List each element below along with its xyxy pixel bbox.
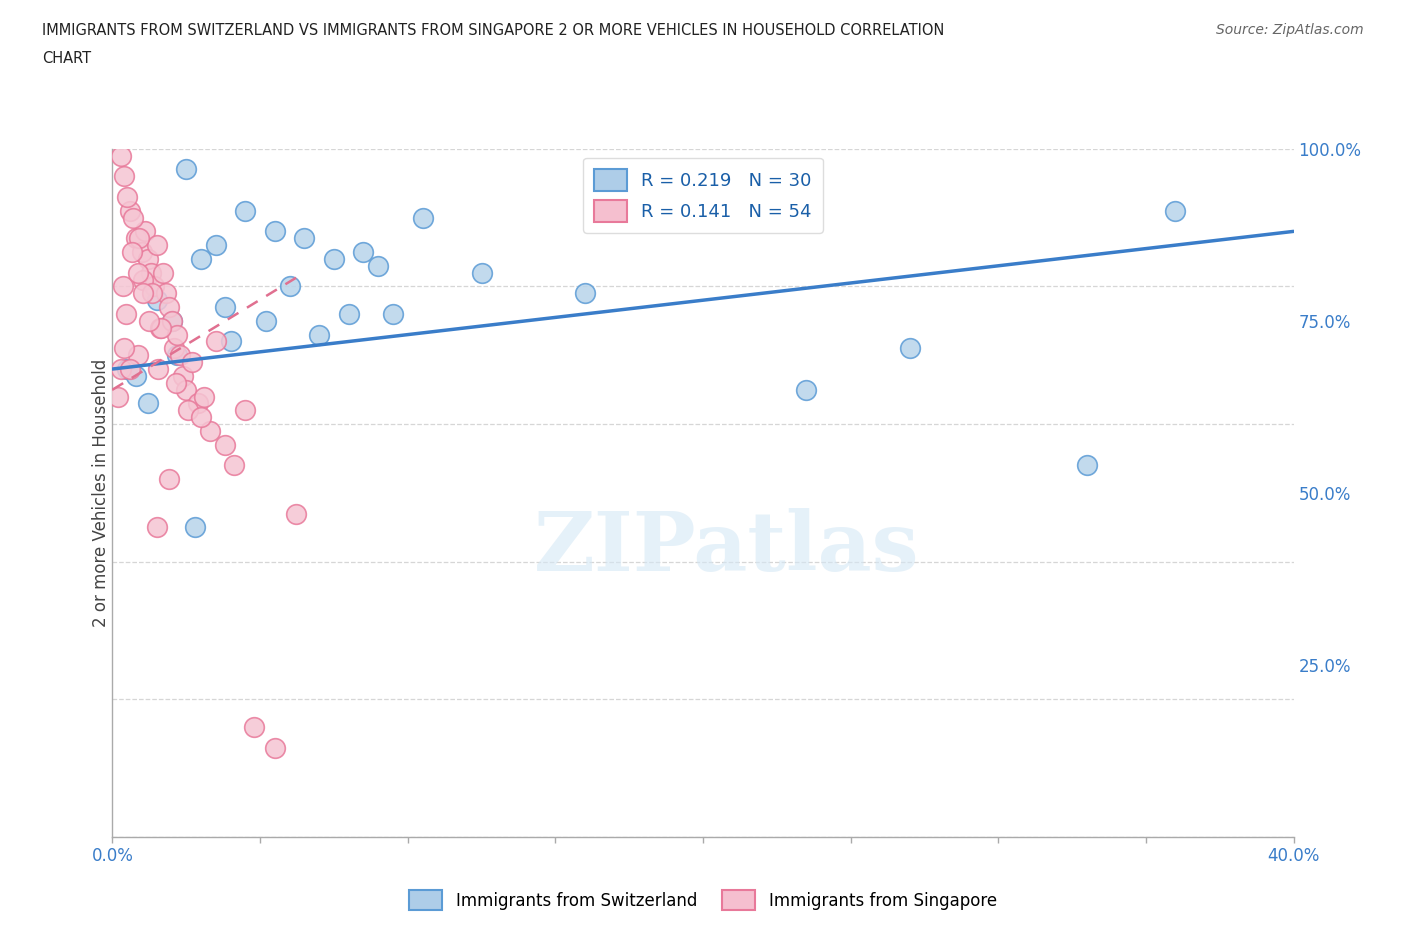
Point <box>142 279 165 294</box>
Point <box>146 293 169 308</box>
Point <box>190 251 212 266</box>
Point <box>163 341 186 356</box>
Point <box>166 348 188 363</box>
Point <box>166 327 188 342</box>
Point <box>1076 458 1098 472</box>
Legend: Immigrants from Switzerland, Immigrants from Singapore: Immigrants from Switzerland, Immigrants … <box>402 884 1004 917</box>
Point <box>219 334 242 349</box>
Point <box>157 299 180 314</box>
Point <box>177 403 200 418</box>
Point <box>172 368 194 383</box>
Text: IMMIGRANTS FROM SWITZERLAND VS IMMIGRANTS FROM SINGAPORE 2 OR MORE VEHICLES IN H: IMMIGRANTS FROM SWITZERLAND VS IMMIGRANT… <box>42 23 945 38</box>
Point <box>160 313 183 328</box>
Point <box>134 224 156 239</box>
Point <box>165 376 187 391</box>
Point <box>127 348 149 363</box>
Point <box>149 320 172 335</box>
Point <box>323 251 346 266</box>
Point <box>574 286 596 300</box>
Point <box>146 238 169 253</box>
Point <box>174 162 197 177</box>
Point <box>292 231 315 246</box>
Point <box>1164 204 1187 219</box>
Point <box>214 299 236 314</box>
Point <box>117 362 138 377</box>
Point <box>111 279 134 294</box>
Point <box>141 286 163 300</box>
Point <box>187 396 209 411</box>
Point <box>138 313 160 328</box>
Point <box>284 506 307 521</box>
Point <box>136 396 159 411</box>
Point <box>157 472 180 486</box>
Point <box>117 190 138 205</box>
Point <box>181 354 204 369</box>
Point <box>146 520 169 535</box>
Point <box>148 362 170 377</box>
Point <box>470 265 494 280</box>
Point <box>150 320 173 335</box>
Point <box>898 341 921 356</box>
Point <box>139 265 162 280</box>
Point <box>308 327 330 342</box>
Point <box>264 740 287 755</box>
Point <box>110 148 132 163</box>
Point <box>198 423 221 438</box>
Point <box>243 720 266 735</box>
Point <box>118 362 141 377</box>
Point <box>122 210 145 225</box>
Point <box>412 210 434 225</box>
Point <box>190 410 212 425</box>
Point <box>205 334 228 349</box>
Point <box>233 204 256 219</box>
Point <box>214 437 236 452</box>
Point <box>367 259 389 273</box>
Point <box>121 245 143 259</box>
Point <box>796 382 818 397</box>
Point <box>136 251 159 266</box>
Point <box>125 368 148 383</box>
Point <box>110 362 132 377</box>
Point <box>152 265 174 280</box>
Point <box>127 265 149 280</box>
Point <box>264 224 287 239</box>
Point <box>132 286 155 300</box>
Point <box>112 341 135 356</box>
Point <box>254 313 277 328</box>
Text: Source: ZipAtlas.com: Source: ZipAtlas.com <box>1216 23 1364 37</box>
Point <box>155 286 177 300</box>
Point <box>174 382 197 397</box>
Point <box>205 238 228 253</box>
Point <box>184 520 207 535</box>
Point <box>114 307 136 322</box>
Point <box>112 169 135 184</box>
Point <box>382 307 405 322</box>
Point <box>278 279 301 294</box>
Point <box>222 458 245 472</box>
Point <box>160 313 183 328</box>
Point <box>169 348 191 363</box>
Point <box>337 307 360 322</box>
Point <box>128 231 150 246</box>
Point <box>107 389 129 404</box>
Text: CHART: CHART <box>42 51 91 66</box>
Point <box>233 403 256 418</box>
Point <box>125 231 148 246</box>
Point <box>352 245 374 259</box>
Point <box>193 389 215 404</box>
Point <box>132 272 155 287</box>
Point <box>120 204 142 219</box>
Y-axis label: 2 or more Vehicles in Household: 2 or more Vehicles in Household <box>93 359 110 627</box>
Legend: R = 0.219   N = 30, R = 0.141   N = 54: R = 0.219 N = 30, R = 0.141 N = 54 <box>583 158 823 232</box>
Text: ZIPatlas: ZIPatlas <box>534 508 920 588</box>
Point <box>131 245 153 259</box>
